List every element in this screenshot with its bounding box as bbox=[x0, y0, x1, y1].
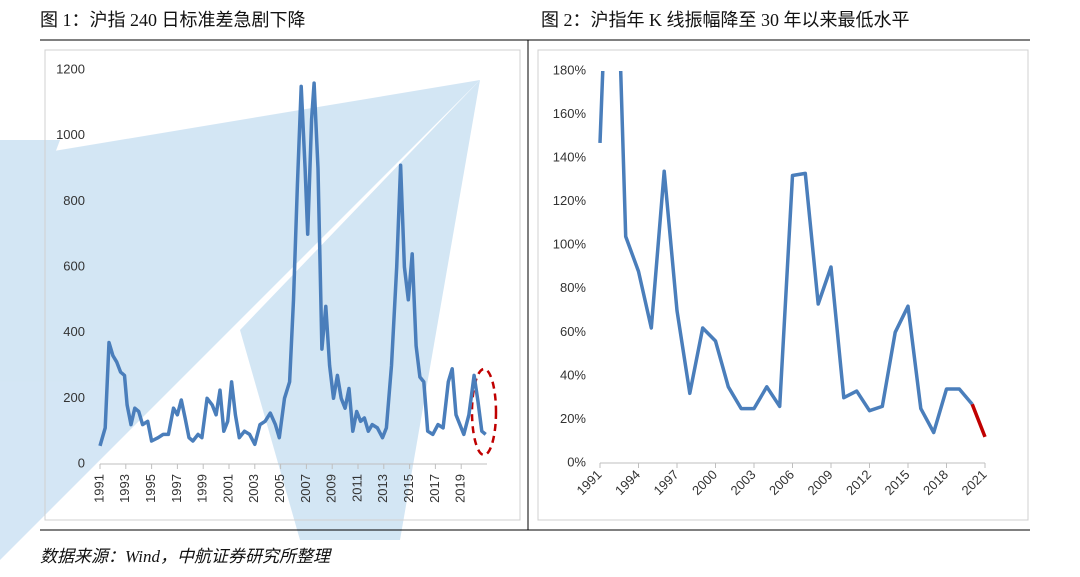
line-series bbox=[98, 81, 487, 447]
x-tick-label: 2009 bbox=[324, 474, 339, 503]
x-tick-label: 1991 bbox=[573, 467, 604, 498]
x-tick-label: 1999 bbox=[195, 474, 210, 503]
x-tick-label: 2018 bbox=[920, 467, 951, 498]
x-tick-label: 1993 bbox=[117, 474, 132, 503]
x-tick-label: 2012 bbox=[843, 467, 874, 498]
x-tick-label: 2000 bbox=[689, 467, 720, 498]
source-note: 数据来源：Wind，中航证券研究所整理 bbox=[40, 547, 332, 566]
y-tick-label: 100% bbox=[553, 237, 587, 252]
y-tick-label: 1000 bbox=[56, 127, 85, 142]
panel-frame bbox=[44, 49, 521, 521]
y-tick-label: 160% bbox=[553, 106, 587, 121]
y-tick-label: 40% bbox=[560, 367, 586, 382]
x-tick-label: 1994 bbox=[612, 467, 643, 498]
y-tick-label: 20% bbox=[560, 411, 586, 426]
y-tick-label: 0% bbox=[567, 454, 586, 469]
y-tick-label: 800 bbox=[63, 193, 85, 208]
x-tick-label: 2017 bbox=[427, 474, 442, 503]
chart-title: 图 2：沪指年 K 线振幅降至 30 年以来最低水平 bbox=[541, 10, 910, 30]
x-tick-label: 1997 bbox=[169, 474, 184, 503]
y-tick-label: 120% bbox=[553, 193, 587, 208]
y-tick-label: 60% bbox=[560, 324, 586, 339]
y-tick-label: 0 bbox=[78, 455, 85, 470]
line-series bbox=[970, 403, 987, 438]
x-tick-label: 1991 bbox=[91, 474, 106, 503]
y-tick-label: 1200 bbox=[56, 61, 85, 76]
x-tick-label: 2013 bbox=[375, 474, 390, 503]
x-tick-label: 2003 bbox=[727, 467, 758, 498]
x-tick-label: 2019 bbox=[453, 474, 468, 503]
x-tick-label: 2005 bbox=[272, 474, 287, 503]
y-tick-label: 400 bbox=[63, 324, 85, 339]
y-tick-label: 180% bbox=[553, 62, 587, 77]
x-tick-label: 2021 bbox=[958, 467, 989, 498]
panel-frame bbox=[537, 49, 1029, 521]
chart-title: 图 1：沪指 240 日标准差急剧下降 bbox=[40, 10, 306, 30]
y-tick-label: 140% bbox=[553, 150, 587, 165]
x-tick-label: 2007 bbox=[298, 474, 313, 503]
x-tick-label: 2009 bbox=[804, 467, 835, 498]
line-series bbox=[598, 71, 974, 435]
x-tick-label: 2015 bbox=[881, 467, 912, 498]
highlight-ellipse bbox=[470, 367, 498, 457]
x-tick-label: 2003 bbox=[246, 474, 261, 503]
x-tick-label: 2015 bbox=[401, 474, 416, 503]
y-tick-label: 600 bbox=[63, 258, 85, 273]
x-tick-label: 2011 bbox=[349, 474, 364, 502]
x-tick-label: 1997 bbox=[650, 467, 681, 498]
x-tick-label: 1995 bbox=[143, 474, 158, 503]
x-tick-label: 2006 bbox=[766, 467, 797, 498]
watermark bbox=[0, 80, 480, 560]
y-tick-label: 80% bbox=[560, 280, 586, 295]
y-tick-label: 200 bbox=[63, 390, 85, 405]
x-tick-label: 2001 bbox=[220, 474, 235, 503]
